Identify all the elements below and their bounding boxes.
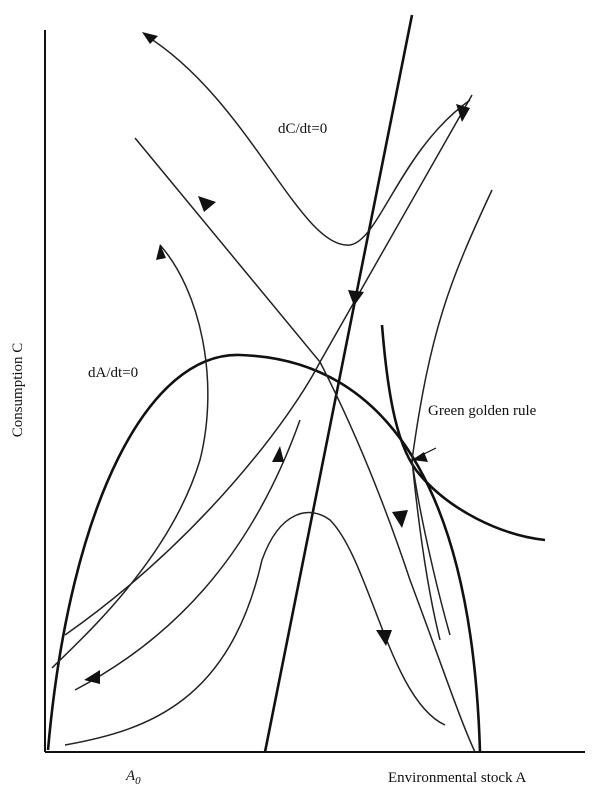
- da-dt-label: dA/dt=0: [88, 365, 138, 381]
- trajectory: [144, 34, 471, 246]
- trajectory: [411, 459, 441, 641]
- arrowhead: [84, 670, 100, 684]
- a0-label: A0: [125, 768, 141, 787]
- arrowhead: [392, 510, 408, 528]
- arrowhead: [376, 630, 392, 646]
- a0-sub: 0: [135, 775, 141, 787]
- da-dt-zero-curve: [46, 353, 482, 753]
- arrowhead: [142, 32, 158, 44]
- arrowhead: [156, 244, 166, 260]
- trajectory: [134, 137, 476, 753]
- a0-base: A: [125, 768, 136, 784]
- green-golden-rule-curve: [380, 324, 546, 542]
- trajectory: [74, 419, 301, 691]
- trajectory: [411, 189, 493, 636]
- trajectory: [64, 511, 446, 746]
- arrowhead: [272, 446, 284, 462]
- dc-dt-label: dC/dt=0: [278, 121, 327, 137]
- arrowhead: [348, 290, 364, 306]
- trajectory: [51, 244, 209, 669]
- arrowhead: [456, 104, 470, 122]
- trajectory: [64, 94, 473, 636]
- green-golden-rule-label: Green golden rule: [428, 403, 537, 419]
- pointer-line: [411, 447, 437, 461]
- x-axis-label: Environmental stock A: [388, 770, 526, 786]
- y-axis-label: Consumption C: [10, 343, 26, 438]
- dc-dt-zero-line: [263, 14, 414, 753]
- arrowhead: [198, 196, 216, 212]
